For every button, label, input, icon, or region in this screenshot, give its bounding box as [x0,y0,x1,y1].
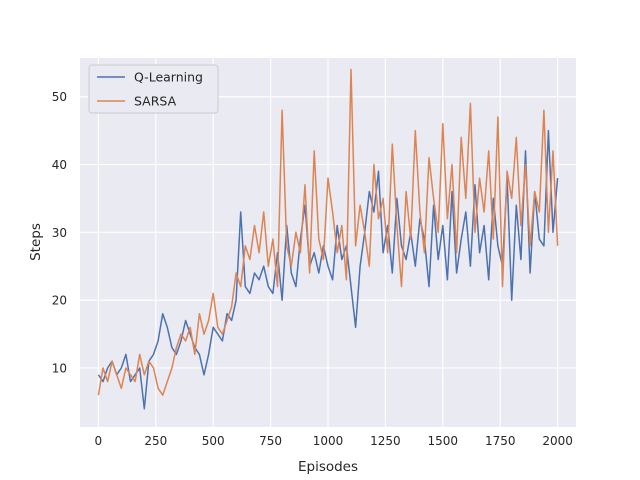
x-tick-label: 1750 [485,434,516,448]
x-tick-label: 1000 [313,434,344,448]
y-tick-label: 40 [52,158,67,172]
y-tick-label: 30 [52,226,67,240]
x-tick-label: 500 [202,434,225,448]
y-tick-label: 10 [52,361,67,375]
x-tick-label: 250 [144,434,167,448]
y-tick-labels: 10 20 30 40 50 [52,90,67,375]
x-tick-label: 0 [95,434,103,448]
x-tick-label: 1500 [428,434,459,448]
series-layer [97,68,559,410]
legend: Q-Learning SARSA [88,64,219,114]
x-axis-label: Episodes [298,459,358,475]
y-tick-label: 50 [52,90,67,104]
legend-label: SARSA [134,94,177,109]
grid-lines [80,58,576,427]
x-tick-label: 2000 [542,434,573,448]
y-axis-label: Steps [28,223,44,261]
x-tick-label: 1250 [370,434,401,448]
series-line-sarsa [97,68,559,396]
x-tick-labels: 0 250 500 750 1000 1250 1500 1750 2000 [95,434,573,448]
legend-label: Q-Learning [134,70,203,85]
y-tick-label: 20 [52,294,67,308]
x-tick-label: 750 [259,434,282,448]
